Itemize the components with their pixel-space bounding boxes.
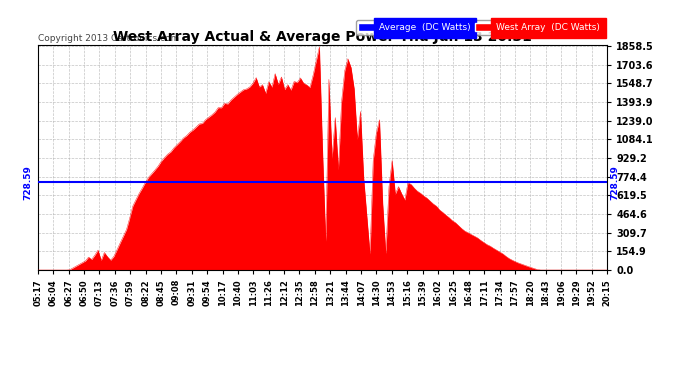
Title: West Array Actual & Average Power Thu Jun 13 20:31: West Array Actual & Average Power Thu Ju… (113, 30, 532, 44)
Text: Copyright 2013 Cartronics.com: Copyright 2013 Cartronics.com (38, 34, 179, 43)
Text: 728.59: 728.59 (23, 165, 32, 200)
Text: 728.59: 728.59 (610, 165, 619, 200)
Legend: Average  (DC Watts), West Array  (DC Watts): Average (DC Watts), West Array (DC Watts… (356, 20, 602, 35)
